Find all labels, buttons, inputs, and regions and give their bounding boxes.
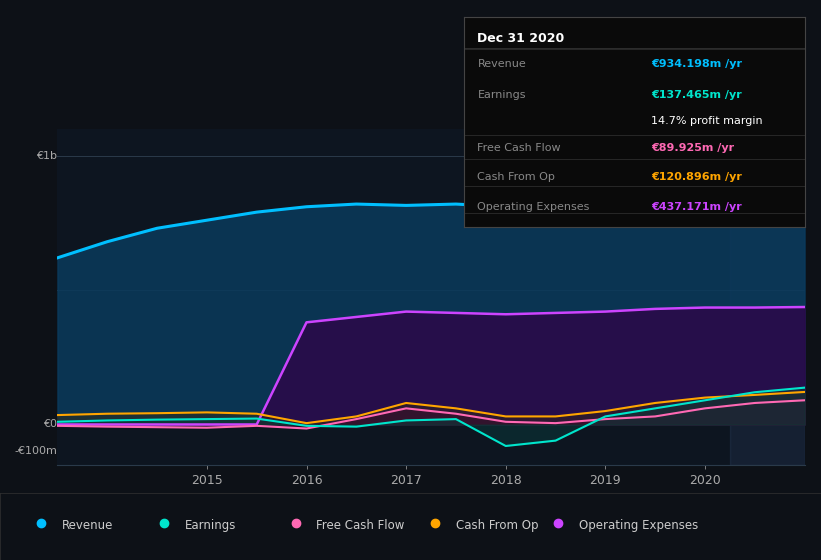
Text: Cash From Op: Cash From Op <box>456 519 538 531</box>
Text: €934.198m /yr: €934.198m /yr <box>651 59 742 69</box>
Text: €437.171m /yr: €437.171m /yr <box>651 202 742 212</box>
Text: Free Cash Flow: Free Cash Flow <box>316 519 405 531</box>
Text: Revenue: Revenue <box>62 519 113 531</box>
Text: €120.896m /yr: €120.896m /yr <box>651 172 742 182</box>
Text: €89.925m /yr: €89.925m /yr <box>651 143 734 153</box>
Text: Operating Expenses: Operating Expenses <box>579 519 698 531</box>
Text: -€100m: -€100m <box>15 446 57 456</box>
Bar <box>730 129 805 465</box>
Text: Revenue: Revenue <box>478 59 526 69</box>
Text: €0: €0 <box>44 419 57 430</box>
Text: €1b: €1b <box>36 151 57 161</box>
Text: Earnings: Earnings <box>478 90 526 100</box>
Text: 14.7% profit margin: 14.7% profit margin <box>651 115 763 125</box>
Text: Free Cash Flow: Free Cash Flow <box>478 143 561 153</box>
Text: Dec 31 2020: Dec 31 2020 <box>478 31 565 44</box>
Text: Cash From Op: Cash From Op <box>478 172 555 182</box>
Text: Earnings: Earnings <box>185 519 236 531</box>
Text: Operating Expenses: Operating Expenses <box>478 202 589 212</box>
Text: €137.465m /yr: €137.465m /yr <box>651 90 742 100</box>
